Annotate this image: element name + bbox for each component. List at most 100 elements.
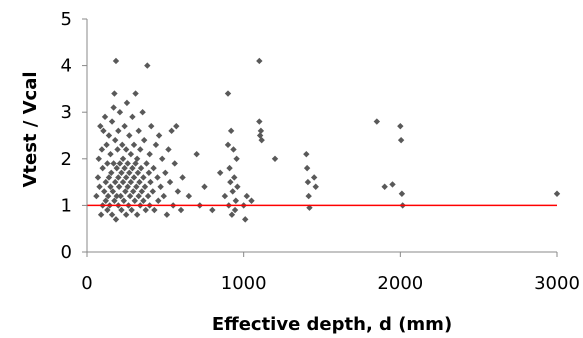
data-point: [163, 211, 171, 218]
data-point: [173, 122, 180, 130]
data-point: [124, 183, 131, 190]
data-point: [305, 192, 312, 200]
data-point: [97, 211, 105, 218]
data-point: [112, 57, 120, 65]
y-tick-label: 2: [61, 149, 72, 170]
data-point: [140, 197, 147, 204]
data-point: [209, 206, 216, 214]
x-tick-label: 1000: [221, 273, 267, 294]
data-point: [98, 146, 106, 153]
data-point: [147, 178, 154, 186]
data-point: [233, 155, 240, 162]
y-tick-label: 5: [61, 9, 72, 30]
data-point: [110, 104, 117, 111]
plot-marks: [93, 57, 561, 223]
data-point: [117, 192, 124, 200]
data-point: [110, 160, 117, 167]
data-point: [114, 146, 121, 153]
data-point: [553, 190, 561, 197]
data-point: [102, 178, 109, 186]
y-axis-title: Vtest / Vcal: [20, 71, 41, 187]
data-point: [144, 192, 152, 200]
data-point: [143, 160, 150, 167]
y-tick-label: 1: [61, 195, 72, 216]
data-point: [145, 169, 153, 176]
data-point: [141, 183, 149, 190]
y-tick-label: 3: [61, 102, 72, 123]
data-point: [115, 183, 123, 190]
data-point: [154, 174, 161, 181]
data-point: [303, 164, 311, 172]
data-point: [129, 113, 136, 121]
x-tick-label: 0: [81, 273, 92, 294]
data-point: [137, 146, 144, 153]
data-point: [152, 141, 160, 149]
data-point: [312, 183, 319, 190]
data-point: [159, 155, 166, 162]
data-point: [231, 174, 238, 181]
data-point: [140, 136, 148, 144]
data-point: [271, 155, 279, 162]
data-point: [128, 206, 135, 214]
data-point: [107, 183, 114, 190]
data-point: [248, 197, 255, 204]
x-tick-label: 3000: [534, 273, 580, 294]
data-point: [257, 127, 265, 135]
data-point: [303, 150, 310, 158]
data-point: [227, 127, 235, 135]
data-point: [148, 122, 155, 130]
data-point: [108, 169, 115, 176]
data-point: [122, 188, 129, 195]
data-point: [232, 197, 240, 204]
data-point: [135, 127, 142, 135]
data-point: [397, 136, 405, 144]
data-point: [122, 211, 130, 218]
data-point: [118, 169, 125, 176]
data-point: [130, 188, 137, 195]
data-point: [105, 174, 113, 181]
data-point: [230, 146, 237, 153]
data-point: [134, 169, 142, 176]
data-point: [116, 160, 124, 167]
data-point: [119, 155, 127, 162]
data-point: [121, 122, 128, 130]
data-point: [135, 192, 142, 200]
data-point: [381, 183, 388, 190]
data-point: [108, 118, 116, 125]
data-point: [160, 192, 167, 200]
data-point: [149, 188, 156, 195]
data-point: [177, 206, 185, 214]
data-point: [174, 188, 182, 195]
data-point: [113, 164, 120, 172]
data-point: [126, 169, 133, 176]
data-point: [107, 150, 114, 158]
data-point: [130, 141, 138, 149]
data-point: [99, 164, 106, 172]
x-axis-title: Effective depth, d (mm): [212, 314, 452, 335]
data-point: [115, 127, 122, 135]
data-point: [373, 118, 381, 125]
data-point: [216, 169, 224, 176]
data-point: [397, 122, 404, 130]
data-point: [166, 178, 174, 186]
data-point: [140, 174, 147, 181]
data-point: [112, 178, 119, 186]
data-point: [229, 188, 236, 195]
data-point: [119, 178, 127, 186]
data-point: [123, 99, 131, 107]
data-point: [133, 183, 140, 190]
data-point: [118, 206, 125, 214]
data-point: [105, 132, 113, 139]
data-point: [179, 174, 186, 181]
data-point: [227, 178, 234, 186]
data-point: [168, 127, 175, 135]
data-point: [224, 141, 232, 149]
data-point: [155, 132, 163, 139]
data-point: [155, 197, 162, 204]
data-point: [389, 181, 396, 188]
data-point: [162, 169, 169, 176]
data-point: [224, 90, 232, 97]
data-point: [142, 206, 149, 214]
data-point: [136, 178, 143, 186]
data-point: [131, 197, 138, 204]
